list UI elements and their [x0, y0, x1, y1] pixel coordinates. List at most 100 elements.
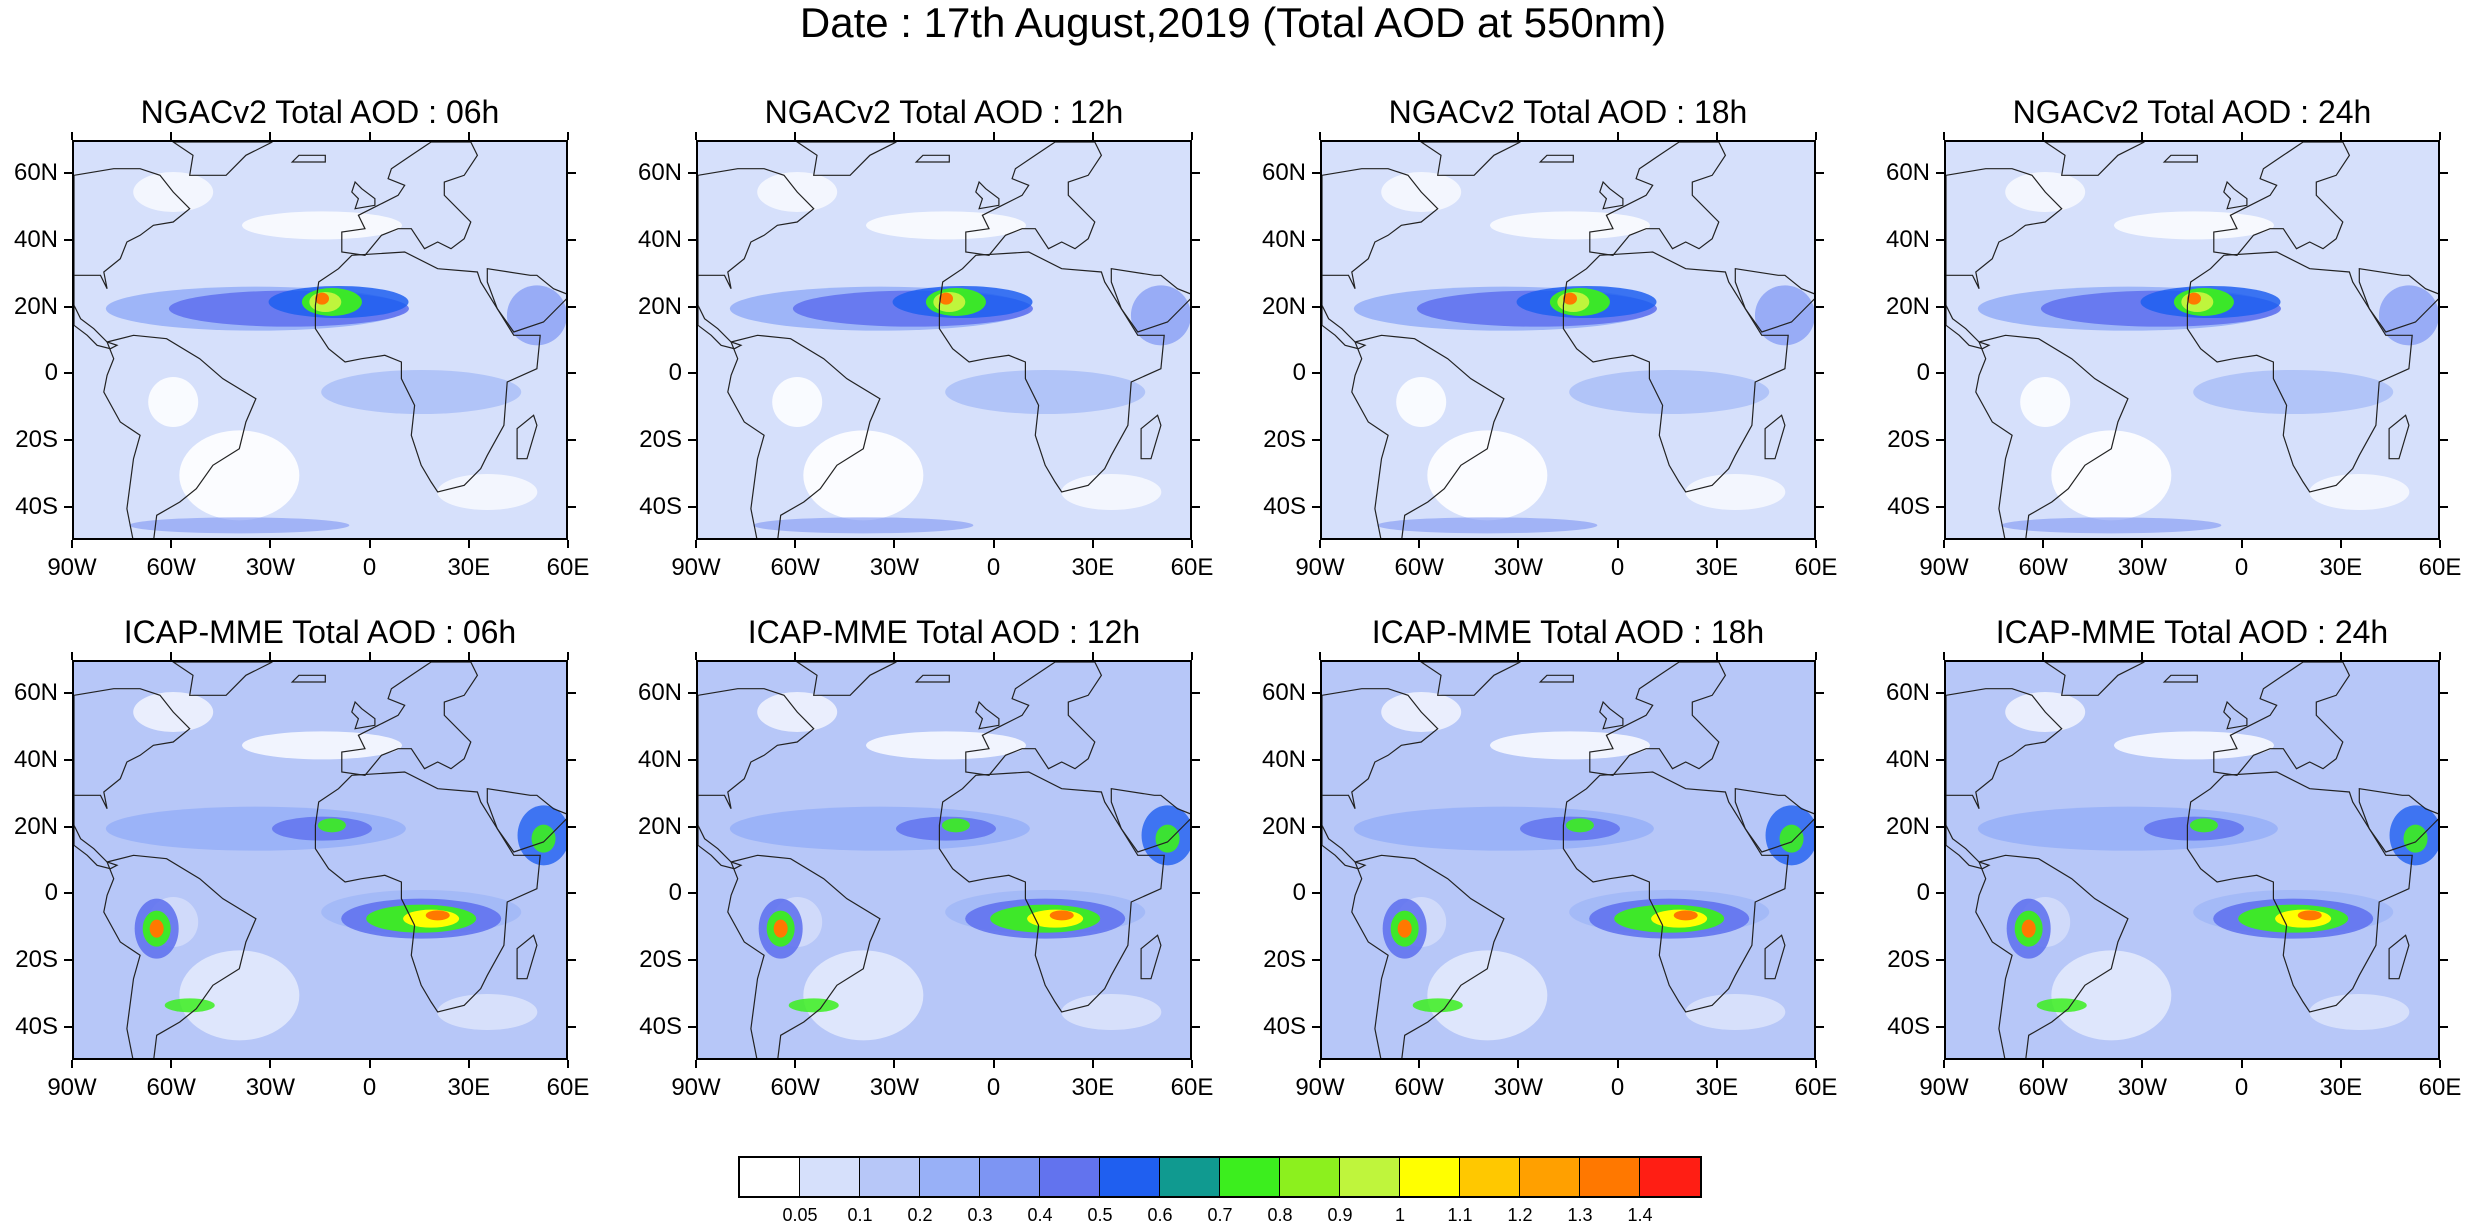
longitude-label: 30W — [245, 554, 296, 581]
longitude-label: 90W — [671, 1074, 721, 1101]
longitude-label: 30E — [447, 554, 491, 581]
lat-tick — [1312, 172, 1320, 175]
longitude-label: 60W — [2018, 554, 2068, 581]
latitude-label: 40S — [1263, 1012, 1306, 1040]
lat-tick — [1312, 759, 1320, 761]
lon-tick — [2240, 540, 2243, 548]
latitude-label: 60N — [1885, 679, 1930, 707]
lon-tick — [1815, 1060, 1817, 1068]
lat-tick — [688, 439, 696, 441]
colorbar-label: 0.05 — [782, 1205, 818, 1225]
colorbar-label: 0.5 — [1087, 1205, 1113, 1225]
lat-tick — [1816, 892, 1824, 895]
longitude-label: 90W — [1919, 1074, 1969, 1101]
colorbar-swatch — [1460, 1158, 1520, 1196]
latitude-label: 20S — [1887, 426, 1930, 453]
lat-tick — [2440, 959, 2448, 961]
latitude-label: 20S — [1263, 426, 1306, 453]
lat-tick — [1192, 692, 1200, 695]
longitude-label: 0 — [2234, 554, 2249, 581]
lon-tick — [2339, 652, 2342, 660]
colorbar-swatch — [800, 1158, 860, 1196]
colorbar-swatch — [740, 1158, 800, 1196]
latitude-label: 40S — [1887, 492, 1930, 520]
lon-tick — [467, 132, 470, 140]
lon-tick — [2141, 132, 2144, 140]
colorbar-swatch — [860, 1158, 920, 1196]
lat-tick — [688, 372, 696, 375]
lat-tick — [688, 505, 696, 508]
lat-tick — [568, 825, 576, 828]
lon-tick — [1616, 652, 1619, 660]
latitude-label: 20S — [1887, 946, 1930, 973]
lon-tick — [2339, 540, 2342, 548]
lon-tick — [71, 132, 73, 140]
lon-tick — [368, 652, 371, 660]
lon-tick — [71, 540, 73, 548]
lat-tick — [1192, 1025, 1200, 1028]
aod-map — [1320, 660, 1816, 1060]
lat-tick — [1192, 892, 1200, 895]
lat-tick — [1312, 692, 1320, 695]
longitude-label: 0 — [1610, 1074, 1625, 1101]
lat-tick — [2440, 1025, 2448, 1028]
colorbar-label: 1 — [1394, 1205, 1405, 1225]
lon-tick — [1815, 132, 1817, 140]
colorbar-label: 0.8 — [1267, 1205, 1293, 1225]
lon-tick — [2439, 652, 2441, 660]
lon-tick — [2141, 1060, 2144, 1068]
lat-tick — [568, 439, 576, 441]
lat-tick — [1312, 372, 1320, 375]
panel-title: ICAP-MME Total AOD : 24h — [1995, 614, 2389, 650]
latitude-label: 20S — [15, 426, 58, 453]
longitude-label: 60W — [1394, 1074, 1444, 1101]
lat-tick — [1816, 172, 1824, 175]
lon-tick — [1616, 540, 1619, 548]
lon-tick — [1191, 652, 1193, 660]
colorbar-label: 1.1 — [1447, 1205, 1473, 1225]
longitude-label: 30E — [447, 1074, 491, 1101]
latitude-label: 0 — [1292, 359, 1306, 387]
lat-tick — [2440, 892, 2448, 895]
latitude-label: 40S — [15, 1012, 58, 1040]
longitude-label: 60W — [1394, 554, 1444, 581]
aod-map — [1944, 140, 2440, 540]
lat-tick — [2440, 305, 2448, 308]
lon-tick — [1418, 1060, 1421, 1068]
lat-tick — [1936, 692, 1944, 695]
lon-tick — [1943, 1060, 1945, 1068]
lon-tick — [1943, 132, 1945, 140]
panel-title: ICAP-MME Total AOD : 06h — [123, 614, 517, 650]
lon-tick — [893, 132, 896, 140]
lat-tick — [568, 959, 576, 961]
latitude-label: 60N — [13, 679, 58, 707]
lon-tick — [1517, 132, 1520, 140]
longitude-label: 60E — [546, 1074, 590, 1101]
lat-tick — [1312, 959, 1320, 961]
latitude-label: 60N — [13, 159, 58, 187]
longitude-label: 60E — [1794, 554, 1838, 581]
colorbar-label: 0.1 — [847, 1205, 873, 1225]
longitude-label: 60E — [2418, 554, 2462, 581]
lat-tick — [568, 692, 576, 695]
aod-map — [1320, 140, 1816, 540]
aod-map — [72, 140, 568, 540]
colorbar-label: 1.3 — [1567, 1205, 1593, 1225]
aod-map — [696, 140, 1192, 540]
lon-tick — [2042, 540, 2045, 548]
lon-tick — [170, 1060, 173, 1068]
lat-tick — [1816, 305, 1824, 308]
lon-tick — [2439, 132, 2441, 140]
longitude-label: 0 — [2234, 1074, 2249, 1101]
lat-tick — [2440, 439, 2448, 441]
lat-tick — [1936, 239, 1944, 241]
lat-tick — [1936, 372, 1944, 375]
panel-title: NGACv2 Total AOD : 12h — [764, 94, 1124, 130]
latitude-label: 40S — [1263, 492, 1306, 520]
lon-tick — [2339, 132, 2342, 140]
lat-tick — [64, 372, 72, 375]
latitude-label: 20S — [15, 946, 58, 973]
lon-tick — [992, 540, 995, 548]
lat-tick — [1936, 305, 1944, 308]
latitude-label: 40N — [13, 746, 58, 773]
